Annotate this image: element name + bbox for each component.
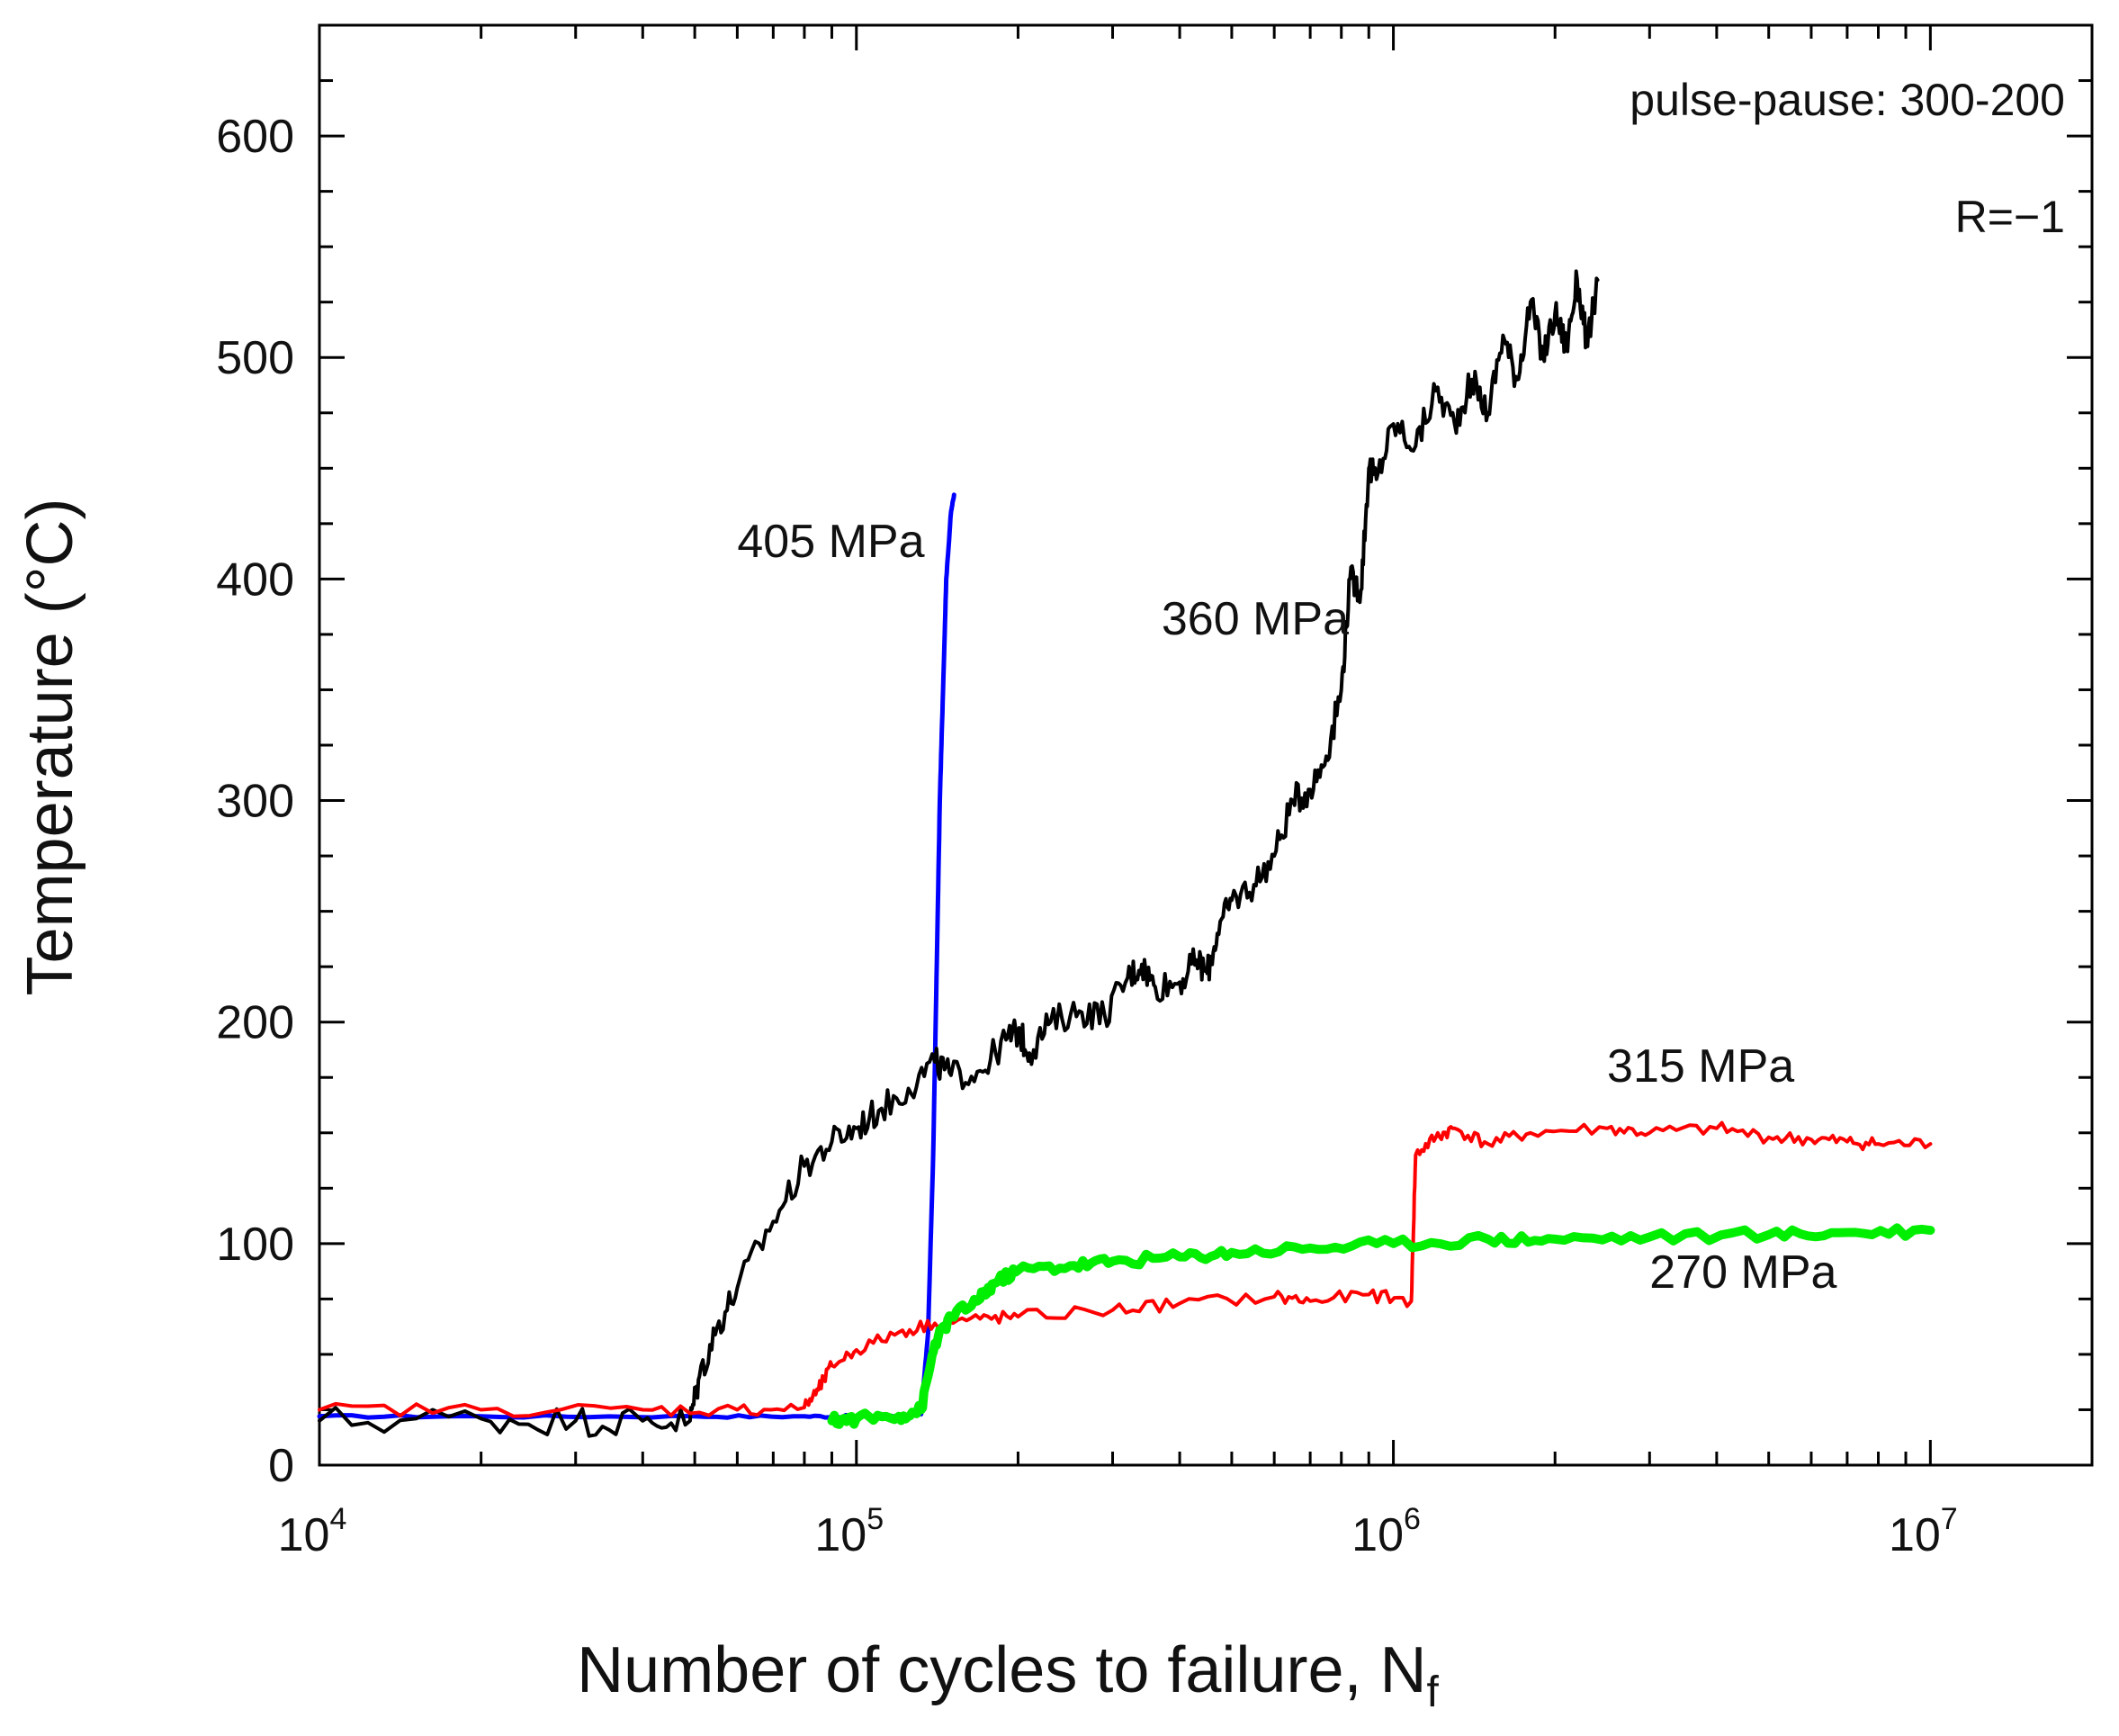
y-axis-title: Temperature (°C) bbox=[14, 499, 86, 996]
y-tick-label: 0 bbox=[268, 1440, 294, 1492]
x-tick-label: 104 bbox=[278, 1502, 347, 1561]
x-tick-label: 105 bbox=[814, 1502, 884, 1561]
series-label-270-mpa: 270 MPa bbox=[1649, 1246, 1836, 1299]
series-line-405-mpa bbox=[317, 492, 956, 1420]
series-layer bbox=[317, 269, 1935, 1438]
y-tick-label: 200 bbox=[216, 997, 294, 1049]
y-tick-label: 600 bbox=[216, 111, 294, 163]
series-line-315-mpa bbox=[318, 1120, 1933, 1418]
x-axis-title-text: Number of cycles to failure, N bbox=[577, 1634, 1426, 1706]
y-tick-label: 300 bbox=[216, 776, 294, 828]
y-tick-label: 500 bbox=[216, 332, 294, 384]
annotation-protocol: pulse-pause: 300-200 bbox=[1630, 75, 2065, 125]
x-axis-title: Number of cycles to failure, Nf bbox=[577, 1634, 1439, 1716]
series-line-270-mpa bbox=[827, 1223, 1935, 1429]
x-axis-ticks: 104 105 106 107 bbox=[278, 25, 2094, 1561]
series-labels: 405 MPa 360 MPa 315 MPa 270 MPa bbox=[737, 516, 1836, 1299]
series-line-360-mpa bbox=[318, 269, 1600, 1438]
x-tick-label: 106 bbox=[1351, 1502, 1421, 1561]
annotation-ratio: R=−1 bbox=[1955, 192, 2065, 242]
x-axis-title-subscript: f bbox=[1427, 1669, 1440, 1716]
y-tick-label: 100 bbox=[216, 1219, 294, 1271]
x-tick-label: 107 bbox=[1889, 1502, 1958, 1561]
series-label-360-mpa: 360 MPa bbox=[1162, 593, 1349, 645]
y-axis-ticks: 0 100 200 300 400 500 600 bbox=[216, 23, 2092, 1492]
series-label-405-mpa: 405 MPa bbox=[737, 516, 924, 568]
y-tick-label: 400 bbox=[216, 553, 294, 606]
series-label-315-mpa: 315 MPa bbox=[1607, 1040, 1794, 1093]
